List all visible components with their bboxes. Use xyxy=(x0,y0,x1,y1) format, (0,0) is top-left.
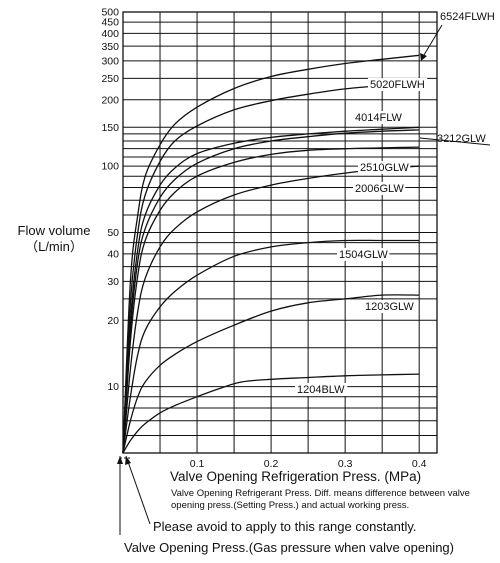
x-tick-label: 0.4 xyxy=(412,458,427,470)
y-tick-label: 250 xyxy=(101,73,119,85)
x-tick-label: 0.1 xyxy=(190,458,205,470)
series-label-bg xyxy=(363,300,416,313)
series-line-3212glw xyxy=(122,129,420,454)
y-tick-label: 500 xyxy=(101,7,119,19)
chart-annotation-arrows xyxy=(117,24,491,535)
x-axis-label: Valve Opening Refrigeration Press. (MPa) xyxy=(170,469,422,484)
leader-3212glw xyxy=(419,137,491,146)
chart-grid xyxy=(122,11,438,454)
series-line-1203glw xyxy=(122,294,420,454)
series-label-bg xyxy=(337,248,390,261)
y-tick-label: 10 xyxy=(107,381,119,393)
series-label-1203glw: 1203GLW xyxy=(365,301,414,313)
x-tick-label: 0.3 xyxy=(338,458,353,470)
y-axis-label: Flow volume （L/min） xyxy=(6,223,102,255)
series-label-6524flwh: 6524FLWH xyxy=(440,11,495,23)
series-line-1504glw xyxy=(122,239,420,454)
series-label-1204blw: 1204BLW xyxy=(297,384,345,396)
y-tick-label: 400 xyxy=(101,28,119,40)
chart-series-labels: 6524FLWH 5020FLWH 4014FLW 3212GLW 2510GLW 200… xyxy=(295,11,495,396)
y-tick-label: 30 xyxy=(107,276,119,288)
axis-note: Valve Opening Refrigerant Press. Diff. m… xyxy=(171,488,470,511)
y-tick-label: 50 xyxy=(107,227,119,239)
series-line-4014flw xyxy=(122,126,420,454)
y-axis-label-line1: Flow volume xyxy=(17,223,91,238)
series-label-bg xyxy=(353,182,406,195)
y-tick-label: 350 xyxy=(101,41,119,53)
series-label-4014flw: 4014FLW xyxy=(355,112,402,124)
series-label-1504glw: 1504GLW xyxy=(339,249,388,261)
series-label-3212glw: 3212GLW xyxy=(437,133,486,145)
y-tick-label: 150 xyxy=(101,122,119,134)
y-tick-label: 450 xyxy=(101,17,119,29)
series-line-2510glw xyxy=(122,146,420,454)
series-label-bg xyxy=(295,383,348,396)
valve-opening-annotation: Valve Opening Press.(Gas pressure when v… xyxy=(124,540,454,555)
x-tick-label: 0.2 xyxy=(264,458,279,470)
y-tick-label: 200 xyxy=(101,94,119,106)
series-label-2006glw: 2006GLW xyxy=(355,183,404,195)
series-line-1204blw xyxy=(122,373,420,454)
range-arrowhead xyxy=(125,456,131,465)
y-tick-label: 100 xyxy=(101,161,119,173)
y-axis-label-line2: （L/min） xyxy=(25,239,83,254)
range-warning-annotation: Please avoid to apply to this range cons… xyxy=(153,519,417,534)
chart-curves xyxy=(122,54,420,454)
series-line-6524flwh xyxy=(122,54,420,454)
series-label-2510glw: 2510GLW xyxy=(360,162,409,174)
series-label-5020flwh: 5020FLWH xyxy=(370,79,425,91)
series-label-bg xyxy=(368,78,428,91)
y-tick-label: 300 xyxy=(101,56,119,68)
leader-arrowhead xyxy=(420,53,427,61)
y-tick-label: 40 xyxy=(107,248,119,260)
series-label-bg xyxy=(353,111,406,124)
series-label-bg xyxy=(358,161,411,174)
series-line-5020flwh xyxy=(122,81,420,454)
valve-opening-arrowhead xyxy=(117,456,123,464)
series-line-2006glw xyxy=(122,165,420,454)
range-arrow-line xyxy=(125,455,151,525)
leader-6524flwh xyxy=(423,24,443,56)
y-tick-label: 20 xyxy=(107,315,119,327)
